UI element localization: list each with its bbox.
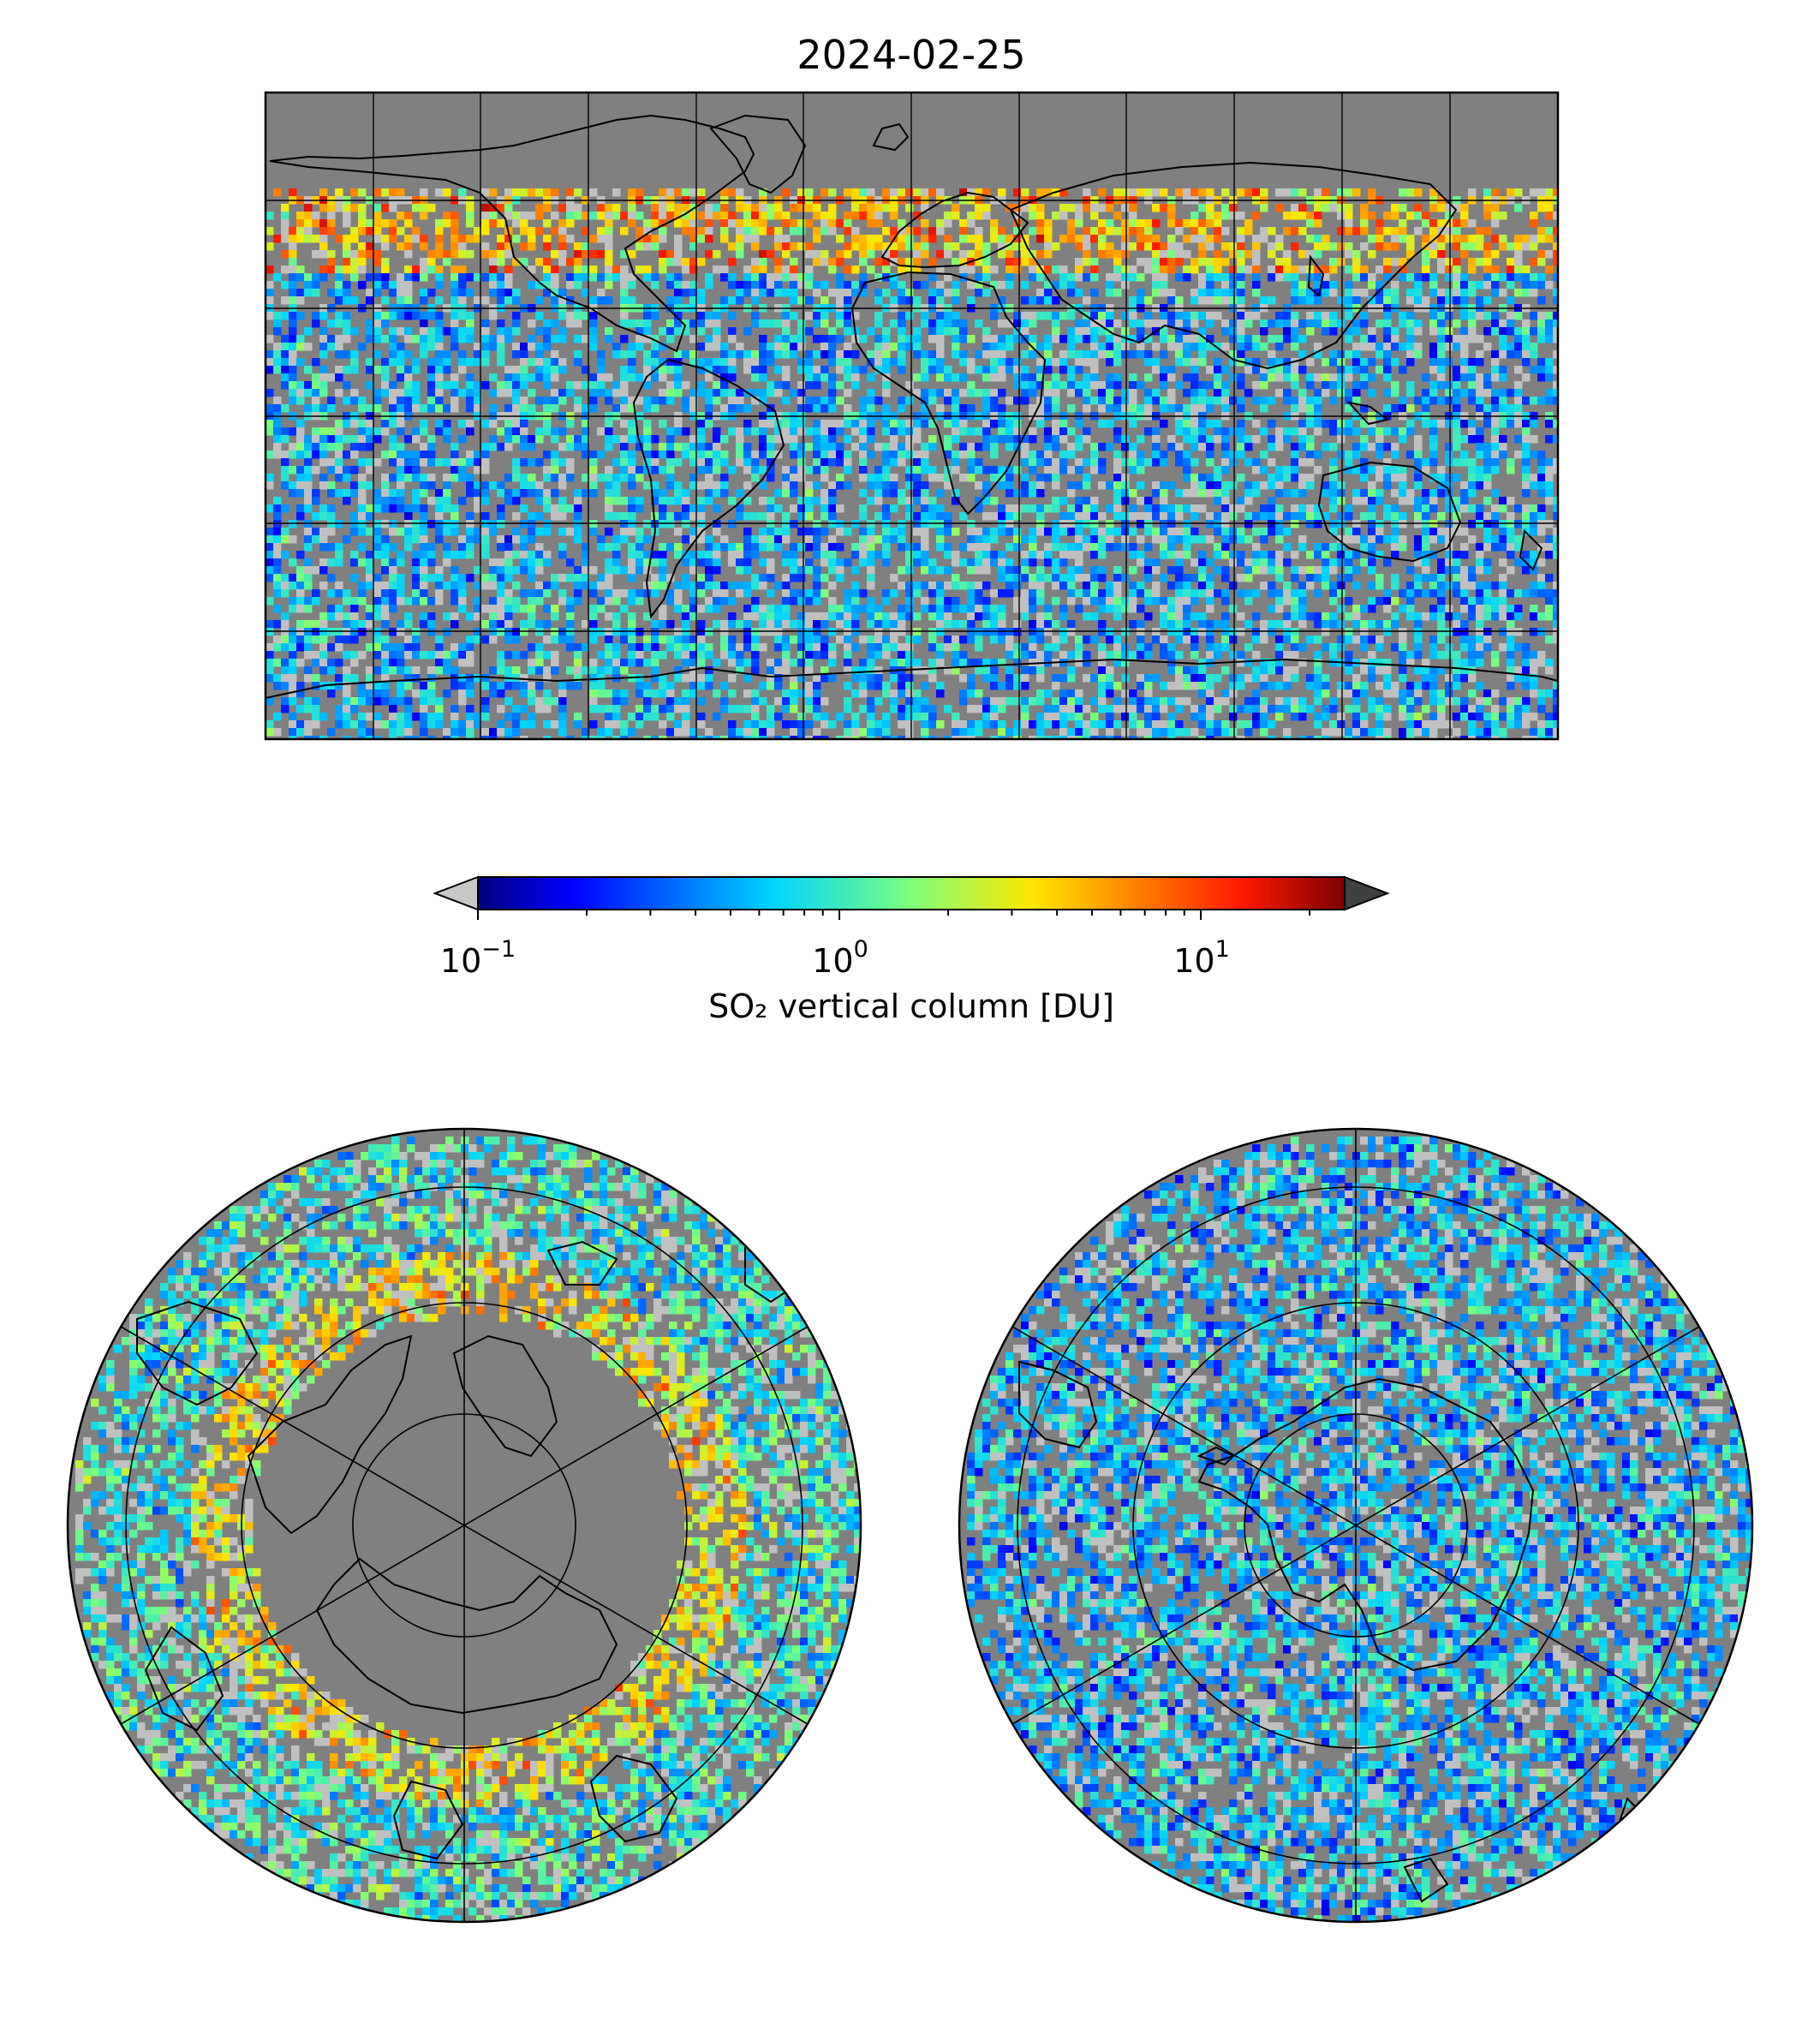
- colorbar-tick-label-2: 101: [1173, 936, 1230, 980]
- south-polar-frame: [958, 1127, 1754, 1924]
- south-polar-data-layer: [967, 1137, 1752, 1922]
- tick-0-base: 10: [440, 942, 481, 980]
- colorbar: 10−1 100 101 SO₂ vertical column [DU]: [433, 875, 1390, 1025]
- colorbar-tick-label-0: 10−1: [440, 936, 516, 980]
- colorbar-tick-label-1: 100: [812, 936, 868, 980]
- global-map-data-layer: [266, 188, 1558, 739]
- colorbar-gradient: [478, 877, 1345, 910]
- north-polar-gridlines: [120, 1129, 809, 1922]
- north-polar-data-layer: [75, 1137, 861, 1922]
- colorbar-ticks: [477, 910, 1311, 920]
- tick-1-exp: 0: [854, 936, 868, 963]
- colorbar-label-main: SO: [708, 988, 755, 1025]
- colorbar-label-rest: vertical column [DU]: [767, 988, 1114, 1025]
- tick-0-exp: −1: [481, 936, 516, 963]
- north-polar-map: [66, 1127, 862, 1924]
- colorbar-label-subscript: ₂: [755, 988, 767, 1025]
- colorbar-frame: [477, 876, 1346, 910]
- colorbar-label: SO₂ vertical column [DU]: [708, 988, 1114, 1025]
- south-polar-map: [958, 1127, 1754, 1924]
- tick-2-base: 10: [1173, 942, 1214, 980]
- colorbar-extend-under: [433, 875, 479, 911]
- global-map-frame: [264, 91, 1560, 741]
- tick-1-base: 10: [812, 942, 853, 980]
- south-polar-gridlines: [1011, 1129, 1700, 1922]
- north-polar-frame: [66, 1127, 862, 1924]
- north-polar-coastlines: [136, 1232, 798, 1860]
- global-map-coastlines: [266, 114, 1558, 699]
- global-map: [264, 91, 1560, 741]
- colorbar-extend-over: [1344, 875, 1390, 911]
- tick-2-exp: 1: [1215, 936, 1230, 963]
- figure-title: 2024-02-25: [797, 32, 1025, 78]
- global-map-gridlines: [266, 92, 1558, 739]
